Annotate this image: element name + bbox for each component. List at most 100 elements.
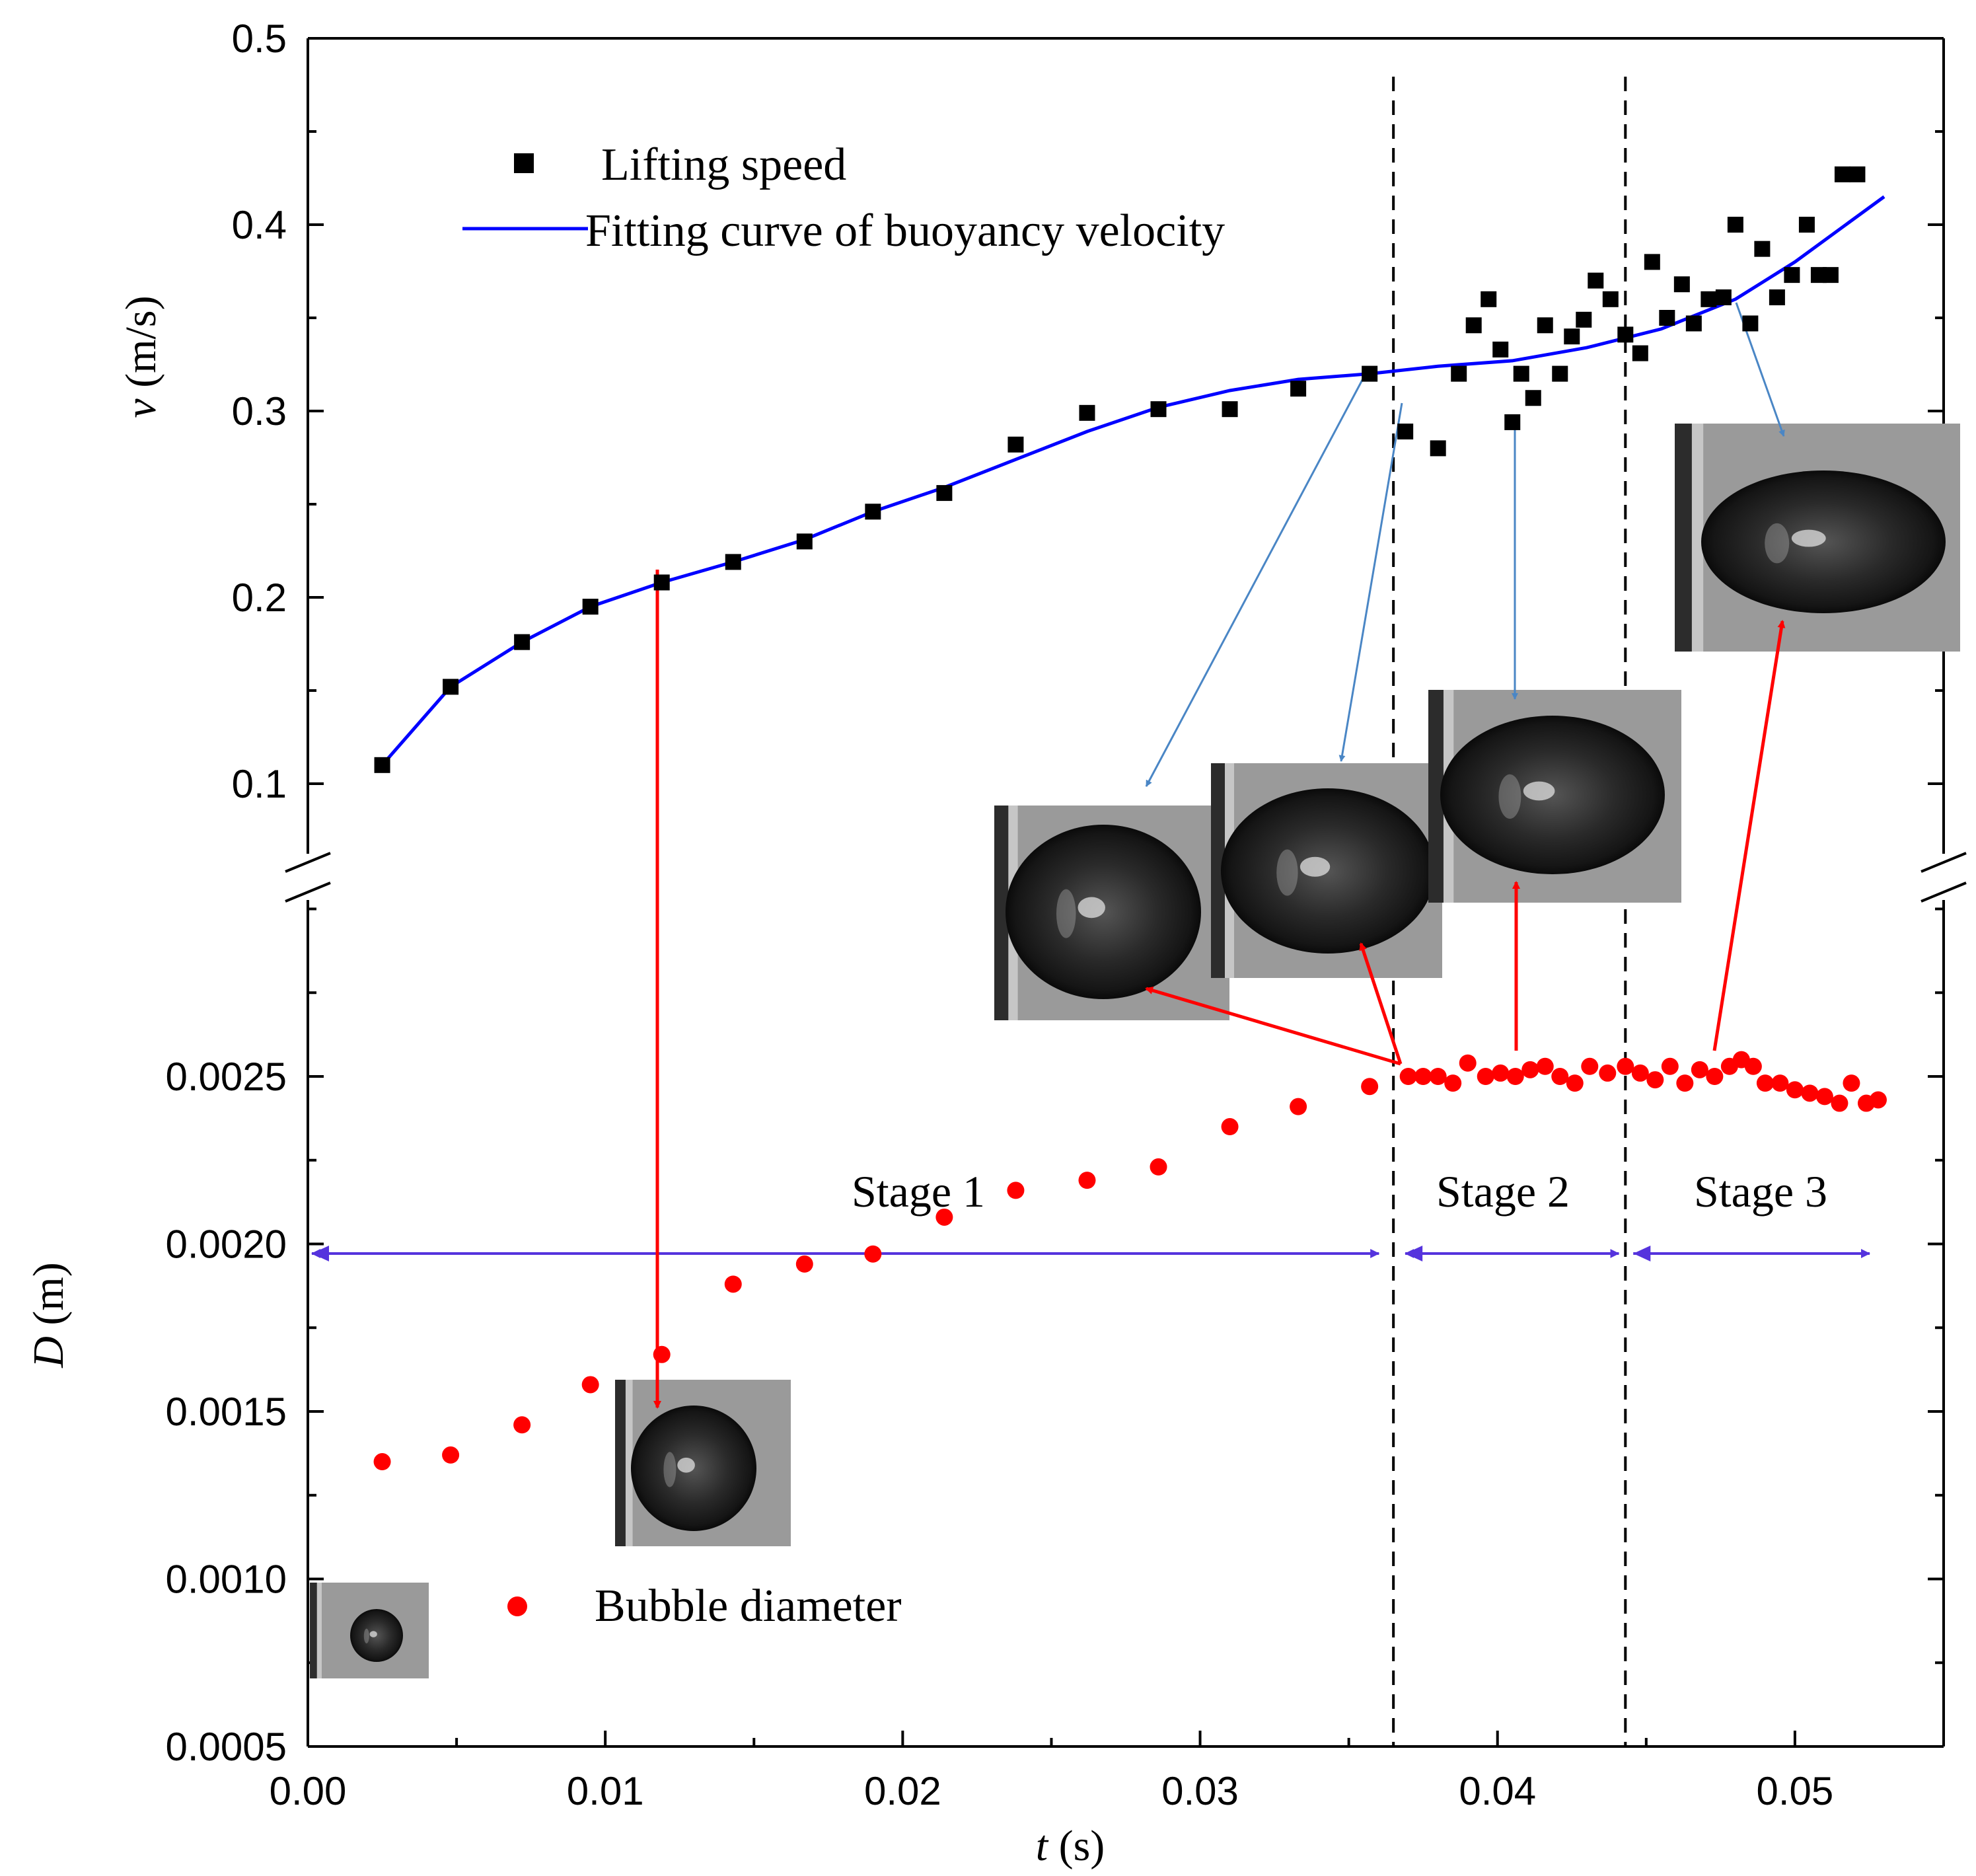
diameter-point xyxy=(1599,1064,1617,1082)
photo-bubble-highlight xyxy=(677,1457,695,1473)
diameter-point xyxy=(1551,1068,1569,1085)
fit-curve-line xyxy=(381,195,1885,767)
diameter-point xyxy=(864,1245,882,1263)
speed-point xyxy=(514,634,531,650)
x-tick-label: 0.05 xyxy=(1757,1769,1834,1813)
speed-point xyxy=(1673,276,1690,293)
photo-bubble-reflection xyxy=(1276,849,1298,896)
stage-label-2: Stage 2 xyxy=(1436,1166,1570,1217)
y-bottom-tick-label: 0.0005 xyxy=(165,1725,287,1769)
photo-bubble-highlight xyxy=(1299,856,1331,877)
speed-point xyxy=(1822,267,1839,283)
speed-point xyxy=(1430,440,1446,457)
legend-label-fit: Fitting curve of buoyancy velocity xyxy=(585,206,1225,256)
diameter-point xyxy=(1815,1088,1833,1106)
bubble-photo-2 xyxy=(615,1380,791,1546)
y-bottom-tick-label: 0.0015 xyxy=(165,1390,287,1434)
speed-point xyxy=(1834,166,1850,182)
speed-point xyxy=(1290,381,1307,397)
diameter-point xyxy=(1399,1068,1417,1085)
diameter-point xyxy=(1221,1118,1239,1136)
diameter-point xyxy=(1361,1078,1379,1096)
speed-point xyxy=(1007,436,1024,453)
y-top-tick-label: 0.3 xyxy=(232,389,287,433)
image-link-arrow-blue xyxy=(1145,369,1369,787)
diameter-point xyxy=(1506,1068,1524,1085)
bubble-photo-3 xyxy=(994,806,1229,1020)
speed-point xyxy=(1659,310,1675,326)
photo-bubble-highlight xyxy=(369,1631,377,1637)
x-axis-unit: (s) xyxy=(1048,1822,1105,1870)
diameter-point xyxy=(513,1416,531,1434)
legend: Lifting speed Fitting curve of buoyancy v… xyxy=(462,139,1225,1632)
bubble-diameter-points xyxy=(373,1051,1887,1471)
axis-ticks: 0.00 0.01 0.02 0.03 0.04 0.05 0.1 0.2 0.3 0.4 0.5 0… xyxy=(165,17,1944,1813)
diameter-point xyxy=(1631,1064,1649,1082)
image-link-arrow-blue xyxy=(1338,402,1403,762)
photo-bubble-reflection xyxy=(1498,774,1521,819)
speed-point xyxy=(1576,311,1592,328)
bubble-photo-4 xyxy=(1211,763,1442,978)
diameter-point xyxy=(1521,1061,1539,1078)
speed-point xyxy=(1513,365,1529,382)
bubble-photo-1 xyxy=(310,1583,429,1678)
diameter-point xyxy=(442,1446,460,1464)
speed-point xyxy=(1754,241,1771,257)
photo-wall-edge xyxy=(994,806,1009,1020)
fit-curve-group xyxy=(381,195,1885,767)
diameter-point xyxy=(1429,1068,1447,1085)
speed-point xyxy=(1451,365,1467,382)
photo-wall-edge xyxy=(310,1583,317,1678)
diameter-point xyxy=(1801,1084,1819,1102)
y-axis-top-var: v xyxy=(117,398,165,418)
speed-point xyxy=(1632,345,1648,361)
speed-point xyxy=(1504,414,1521,430)
speed-point xyxy=(1588,272,1604,289)
speed-point xyxy=(865,504,881,520)
y-axis-bottom-unit: (m) xyxy=(24,1262,73,1336)
diameter-point xyxy=(581,1376,599,1394)
diameter-point xyxy=(1661,1057,1679,1075)
diameter-point xyxy=(1444,1074,1462,1092)
diameter-point xyxy=(1744,1057,1762,1075)
diameter-point xyxy=(1676,1074,1694,1092)
y-axis-top-title: v (m/s) xyxy=(117,295,165,418)
axis-break-mark xyxy=(1921,852,1967,873)
x-tick-label: 0.00 xyxy=(270,1769,347,1813)
x-tick-label: 0.04 xyxy=(1459,1769,1536,1813)
speed-point xyxy=(1644,254,1660,270)
speed-point xyxy=(1564,328,1580,345)
diameter-point xyxy=(1771,1074,1789,1092)
speed-point xyxy=(443,679,459,695)
photo-bubble-highlight xyxy=(1791,529,1826,547)
speed-point xyxy=(1362,365,1378,382)
stage-label-3: Stage 3 xyxy=(1694,1166,1827,1217)
diameter-point xyxy=(1691,1061,1708,1078)
x-tick-label: 0.03 xyxy=(1161,1769,1239,1813)
y-top-tick-label: 0.1 xyxy=(232,762,287,806)
bubble-photo-6 xyxy=(1675,424,1960,652)
image-link-arrow-red xyxy=(1712,620,1786,1051)
diameter-point xyxy=(1843,1074,1860,1092)
bubble-photo-5 xyxy=(1428,690,1681,903)
y-top-tick-label: 0.2 xyxy=(232,576,287,620)
photo-bubble-highlight xyxy=(1078,897,1105,919)
x-axis-title: t (s) xyxy=(1036,1822,1105,1870)
diameter-point xyxy=(1459,1054,1477,1072)
y-top-tick-label: 0.5 xyxy=(232,17,287,61)
photo-bubble-reflection xyxy=(363,1628,369,1643)
stage-arrowhead-left xyxy=(1405,1246,1423,1261)
stage-arrowhead-left xyxy=(312,1246,329,1261)
y-bottom-tick-label: 0.0010 xyxy=(165,1557,287,1602)
speed-point xyxy=(1685,315,1702,332)
diameter-point xyxy=(1566,1074,1584,1092)
photo-wall-highlight xyxy=(316,1583,322,1678)
diameter-point xyxy=(935,1208,953,1226)
y-top-tick-label: 0.4 xyxy=(232,203,287,247)
legend-label-diameter: Bubble diameter xyxy=(595,1581,902,1632)
axis-break-mark xyxy=(1921,882,1967,903)
speed-point xyxy=(1537,317,1553,334)
diameter-point xyxy=(1706,1068,1724,1085)
diameter-point xyxy=(724,1275,742,1293)
